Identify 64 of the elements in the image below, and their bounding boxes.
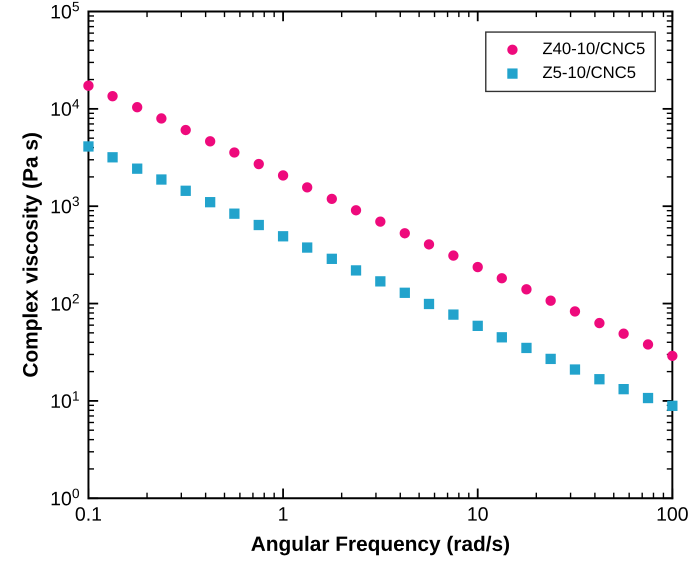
point <box>594 374 605 384</box>
point <box>521 284 532 294</box>
y-axis-title: Complex viscosity (Pa s) <box>22 133 42 377</box>
point <box>229 208 240 219</box>
point <box>400 228 410 238</box>
point <box>302 182 312 193</box>
point <box>326 254 337 264</box>
point <box>375 216 386 227</box>
point <box>667 350 678 362</box>
point <box>448 250 459 261</box>
point <box>400 288 410 298</box>
y-tick-label: 10$^{2}$ <box>52 294 79 311</box>
point <box>496 332 507 342</box>
point <box>472 320 483 332</box>
point <box>618 384 629 394</box>
point <box>326 194 337 204</box>
point <box>302 242 312 253</box>
point <box>254 220 264 230</box>
point <box>107 91 118 102</box>
point <box>156 113 167 124</box>
point <box>424 298 434 310</box>
point <box>278 231 288 242</box>
point <box>642 339 654 350</box>
point <box>521 342 532 354</box>
y-tick-label: 10$^{3}$ <box>52 196 79 214</box>
point <box>546 354 556 364</box>
point <box>180 124 191 136</box>
point <box>667 400 678 411</box>
point <box>180 186 191 196</box>
y-tick-label: 10$^{5}$ <box>52 2 79 19</box>
point <box>496 273 507 284</box>
x-tick-label: 1 <box>279 507 288 521</box>
point <box>350 265 362 276</box>
point <box>642 392 654 404</box>
point <box>132 102 142 112</box>
point <box>375 276 386 287</box>
point <box>570 364 580 375</box>
point <box>350 205 362 216</box>
point <box>448 309 459 320</box>
point <box>278 170 288 181</box>
x-tick-label: 100 <box>658 507 688 521</box>
point <box>156 174 167 185</box>
point <box>618 328 629 339</box>
point <box>205 197 216 208</box>
point <box>472 262 483 272</box>
x-axis-title: Angular Frequency (rad/s) <box>251 536 510 556</box>
y-tick-label: 10$^{0}$ <box>52 488 80 506</box>
point <box>570 306 580 317</box>
point <box>83 141 94 152</box>
legend-label: Z5-10/CNC5 <box>542 66 636 78</box>
point <box>254 158 264 170</box>
y-tick-label: 10$^{1}$ <box>52 391 79 408</box>
point <box>594 318 605 328</box>
point <box>83 80 94 91</box>
point <box>546 296 556 306</box>
point <box>107 152 118 162</box>
x-tick-label: 0.1 <box>76 507 102 521</box>
legend-label: Z40-10/CNC5 <box>542 42 645 54</box>
point <box>132 164 142 174</box>
y-tick-label: 10$^{4}$ <box>52 99 80 116</box>
point <box>205 136 216 146</box>
x-tick-label: 10 <box>468 507 488 521</box>
point <box>424 239 434 250</box>
point <box>229 147 240 158</box>
